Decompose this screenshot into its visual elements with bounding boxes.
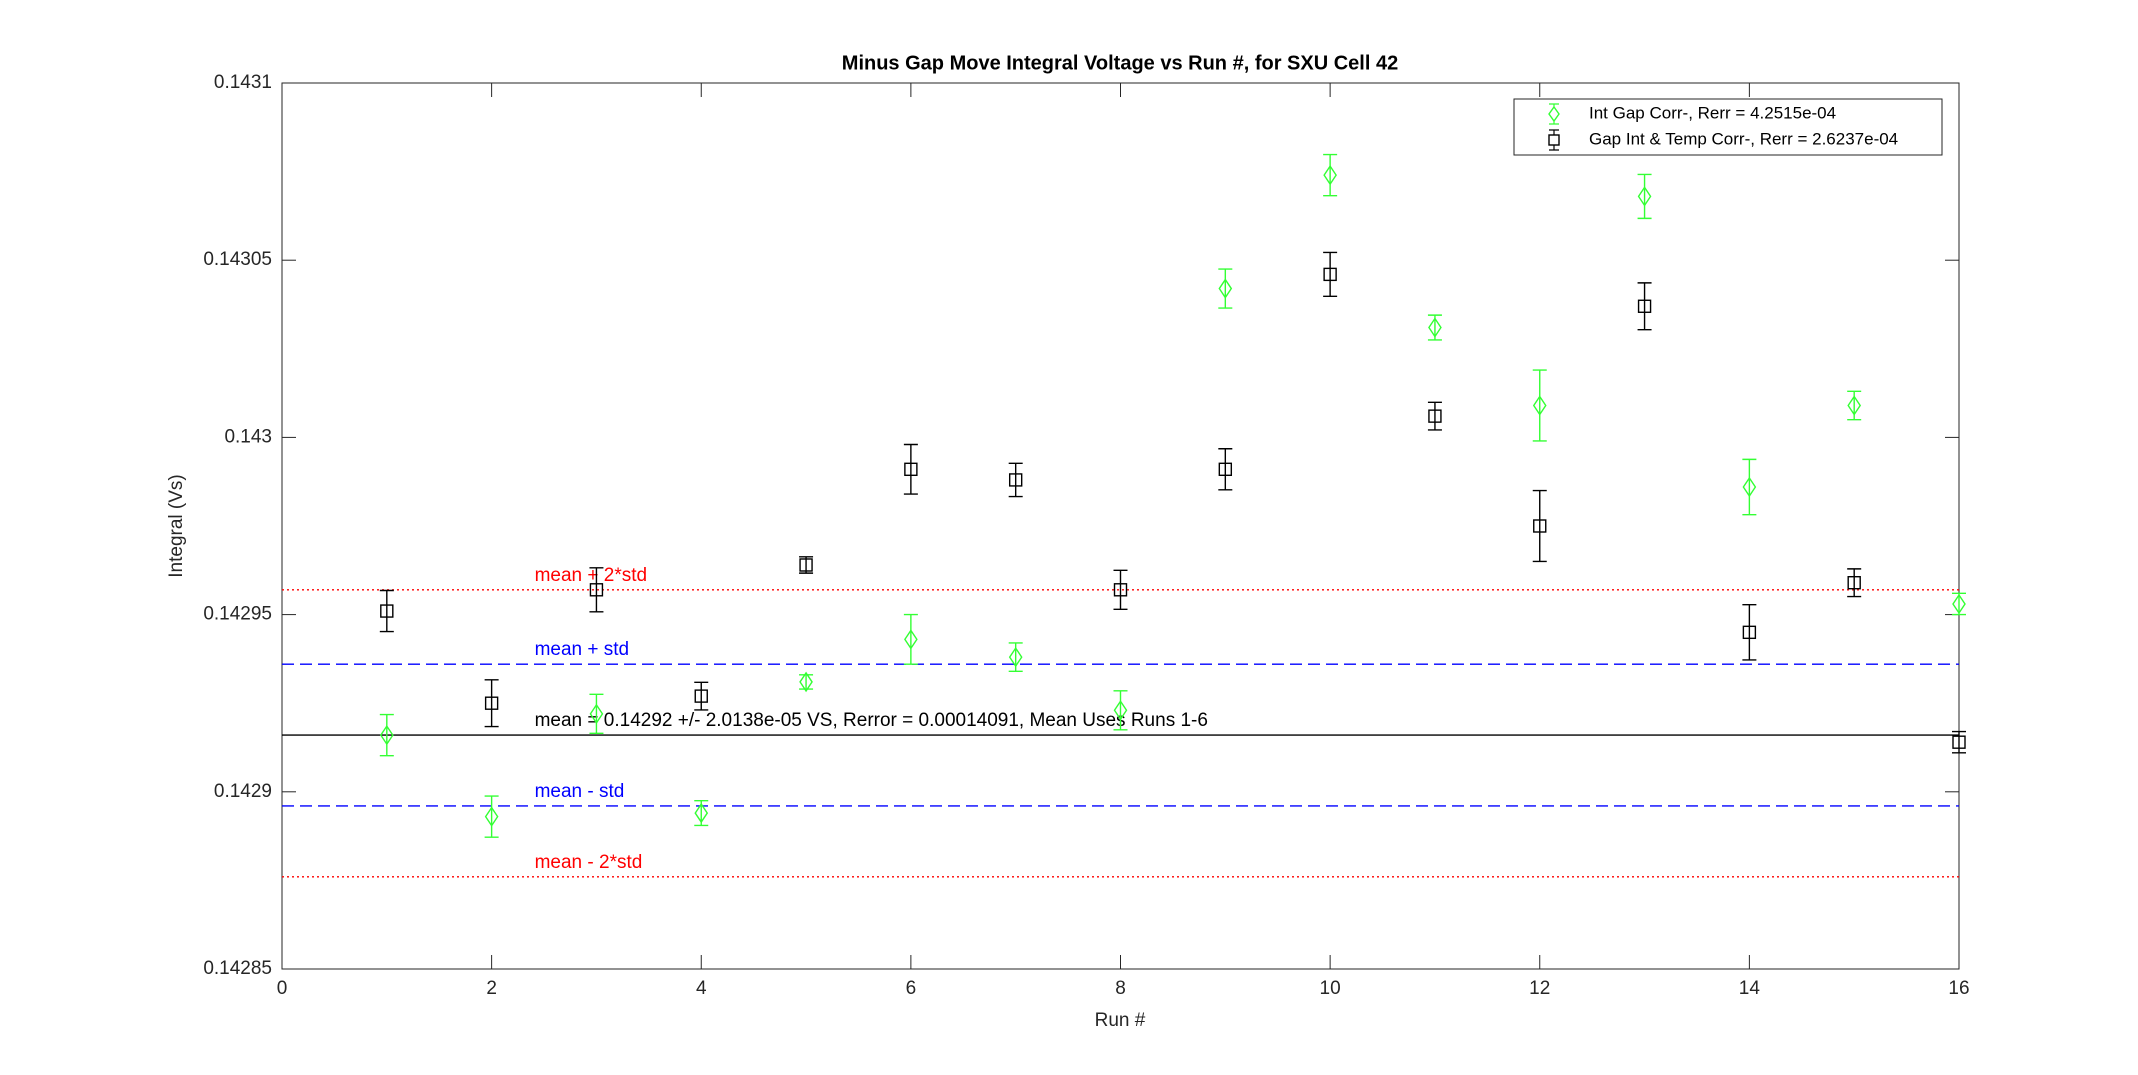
x-tick-label: 6 bbox=[906, 978, 917, 999]
error-bar bbox=[903, 443, 918, 495]
error-bar bbox=[1113, 569, 1128, 610]
data-point bbox=[1428, 409, 1442, 423]
data-point bbox=[1532, 395, 1547, 416]
error-bar bbox=[1323, 153, 1338, 197]
data-point bbox=[904, 462, 918, 476]
data-point bbox=[1952, 735, 1966, 749]
y-tick-label: 0.143 bbox=[224, 426, 272, 447]
y-tick-label: 0.14295 bbox=[203, 604, 272, 625]
reference-label: mean - std bbox=[535, 781, 625, 802]
x-tick-label: 14 bbox=[1739, 978, 1761, 999]
x-tick-label: 16 bbox=[1948, 978, 1969, 999]
error-bar bbox=[379, 589, 394, 633]
data-point bbox=[1113, 583, 1128, 597]
reference-label: mean - 2*std bbox=[535, 852, 643, 873]
legend-label: Gap Int & Temp Corr-, Rerr = 2.6237e-04 bbox=[1589, 129, 1898, 148]
error-bar bbox=[1427, 401, 1442, 431]
data-point bbox=[1218, 462, 1233, 476]
data-point bbox=[1847, 576, 1861, 590]
error-bar bbox=[1218, 448, 1233, 491]
legend-box bbox=[1513, 98, 1943, 156]
error-bar bbox=[1637, 282, 1652, 331]
data-point bbox=[1742, 476, 1757, 498]
reference-label: mean = 0.14292 +/- 2.0138e-05 VS, Rerror… bbox=[535, 710, 1208, 731]
error-bar bbox=[799, 674, 814, 690]
data-point bbox=[1742, 625, 1757, 640]
data-point bbox=[799, 671, 813, 693]
y-tick-label: 0.14285 bbox=[203, 958, 272, 979]
x-tick-label: 12 bbox=[1529, 978, 1550, 999]
data-point bbox=[694, 802, 709, 824]
data-point bbox=[1952, 593, 1966, 615]
x-tick-label: 2 bbox=[486, 978, 497, 999]
data-point bbox=[1637, 299, 1652, 313]
legend-marker bbox=[1548, 134, 1560, 146]
x-axis-label: Run # bbox=[1095, 1010, 1146, 1031]
data-point bbox=[799, 558, 813, 572]
reference-label: mean + 2*std bbox=[535, 565, 648, 586]
data-point bbox=[1847, 395, 1862, 416]
data-point bbox=[1428, 317, 1442, 338]
data-point bbox=[379, 724, 394, 746]
chart-title: Minus Gap Move Integral Voltage vs Run #… bbox=[842, 52, 1398, 74]
data-point bbox=[589, 583, 604, 597]
data-point bbox=[1637, 186, 1652, 207]
data-point bbox=[1113, 700, 1128, 721]
error-bar bbox=[484, 795, 499, 838]
error-bar bbox=[1008, 462, 1023, 498]
error-bar bbox=[1847, 568, 1862, 598]
data-point bbox=[1533, 519, 1547, 533]
data-point bbox=[484, 696, 499, 710]
error-bar bbox=[1532, 489, 1547, 563]
error-bar bbox=[589, 693, 604, 735]
error-bar bbox=[1113, 690, 1128, 731]
x-tick-label: 0 bbox=[277, 978, 288, 999]
error-bar bbox=[589, 567, 604, 613]
error-bar bbox=[1218, 268, 1233, 309]
y-tick-label: 0.1431 bbox=[214, 72, 272, 93]
legend-marker bbox=[1548, 105, 1560, 123]
y-axis-label: Integral (Vs) bbox=[166, 474, 187, 577]
error-bar bbox=[1742, 603, 1757, 661]
error-bar bbox=[1742, 458, 1757, 516]
y-tick-label: 0.1429 bbox=[214, 781, 272, 802]
data-point bbox=[589, 703, 604, 725]
error-bar bbox=[1952, 730, 1966, 754]
data-point bbox=[1218, 278, 1233, 299]
data-point bbox=[1323, 164, 1337, 186]
error-bar bbox=[903, 613, 918, 665]
data-point bbox=[1008, 473, 1023, 487]
error-bar bbox=[1952, 592, 1966, 616]
data-point bbox=[694, 689, 708, 703]
error-bar bbox=[694, 681, 709, 711]
x-tick-label: 4 bbox=[696, 978, 707, 999]
error-bar bbox=[1532, 369, 1547, 442]
data-point bbox=[484, 806, 499, 827]
data-point bbox=[904, 629, 918, 650]
legend-label: Int Gap Corr-, Rerr = 4.2515e-04 bbox=[1589, 103, 1836, 122]
x-tick-label: 8 bbox=[1115, 978, 1126, 999]
error-bar bbox=[1637, 173, 1652, 220]
error-bar bbox=[484, 679, 499, 728]
reference-label: mean + std bbox=[535, 639, 630, 660]
data-point bbox=[1323, 267, 1337, 282]
error-bar bbox=[1323, 251, 1338, 298]
data-point bbox=[1008, 646, 1023, 668]
x-tick-label: 10 bbox=[1320, 978, 1341, 999]
y-tick-label: 0.14305 bbox=[203, 249, 272, 270]
data-point bbox=[380, 604, 394, 618]
error-bar bbox=[379, 713, 394, 757]
